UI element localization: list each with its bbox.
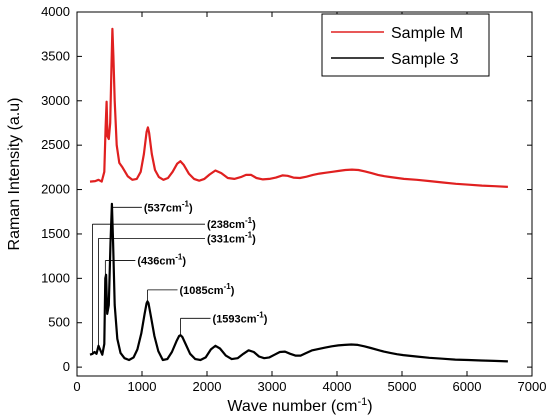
x-tick-label: 7000 [518, 379, 547, 394]
y-axis-title: Raman Intensity (a.u) [6, 98, 23, 251]
peak-annotations: (537cm-1) (238cm-1)(331cm-1) (436cm-1) (108… [92, 199, 268, 354]
x-tick-label: 2000 [193, 379, 222, 394]
series-line-sample-3 [89, 202, 508, 363]
y-tick-label: 1500 [41, 226, 70, 241]
y-tick-label: 4000 [41, 4, 70, 19]
y-tick-label: 500 [48, 315, 70, 330]
x-tick-label: 3000 [258, 379, 287, 394]
x-axis-title: Wave number (cm-1) [227, 396, 372, 415]
y-tick-label: 2000 [41, 182, 70, 197]
y-tick-label: 1000 [41, 270, 70, 285]
x-tick-label: 4000 [323, 379, 352, 394]
peak-label: (331cm-1) [207, 230, 256, 245]
peak-label: (436cm-1) [137, 253, 186, 268]
y-tick-label: 0 [63, 359, 70, 374]
peak-label: (1593cm-1) [213, 310, 268, 325]
x-tick-label: 5000 [388, 379, 417, 394]
x-tick-label: 1000 [128, 379, 157, 394]
y-tick-label: 2500 [41, 137, 70, 152]
y-tick-label: 3500 [41, 48, 70, 63]
series-line-sample-m [89, 27, 508, 188]
x-tick-label: 6000 [453, 379, 482, 394]
peak-label: (537cm-1) [144, 199, 193, 214]
legend-frame [321, 13, 490, 77]
series-layer [89, 27, 508, 363]
y-axis-ticks: 0 500 1000 1500 2000 2500 3000 3500 4000 [41, 4, 532, 374]
x-axis-ticks: 0 1000 2000 3000 4000 5000 6000 7000 [73, 12, 546, 394]
plot-frame [76, 11, 533, 377]
legend-label-sample-3: Sample 3 [391, 51, 459, 68]
plot-area [76, 11, 533, 377]
peak-label: (238cm-1) [207, 216, 256, 231]
legend-label-sample-m: Sample M [391, 25, 463, 42]
peak-label: (1085cm-1) [180, 282, 235, 297]
y-tick-label: 3000 [41, 93, 70, 108]
x-tick-label: 0 [73, 379, 80, 394]
legend: Sample M Sample 3 [321, 13, 490, 77]
